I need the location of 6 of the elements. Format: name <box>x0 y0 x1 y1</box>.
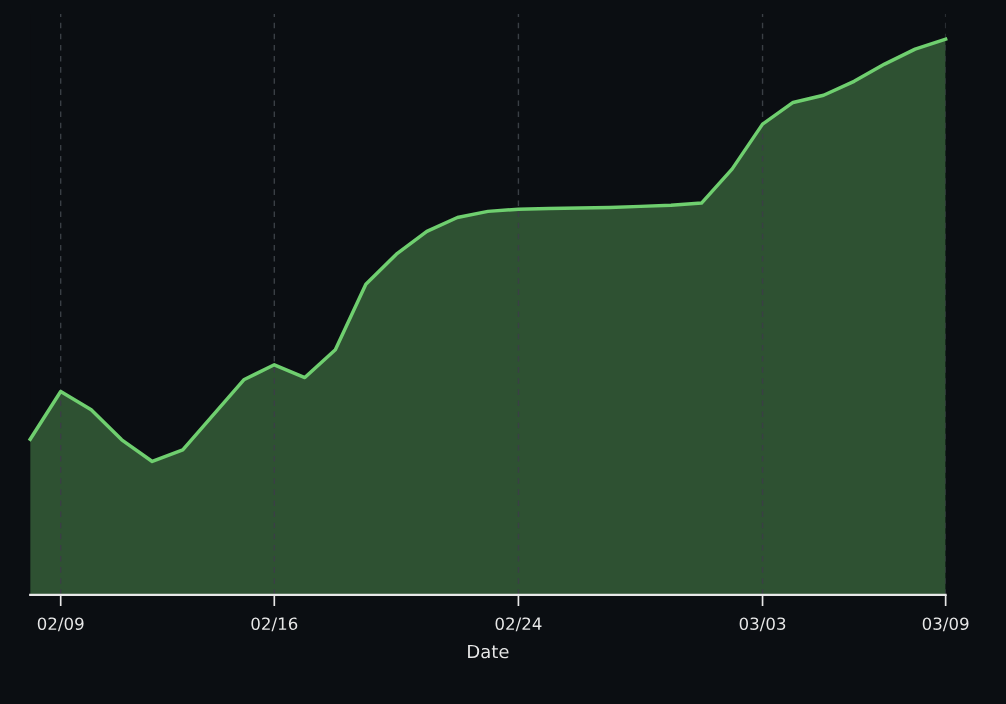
x-axis-title: Date <box>468 644 509 659</box>
x-tick-label: 03/09 <box>922 617 969 632</box>
x-tick-label: 02/09 <box>37 617 84 632</box>
x-tick-label: 02/24 <box>495 617 542 632</box>
x-tick-label: 02/16 <box>251 617 298 632</box>
x-tick-label: 03/03 <box>739 617 786 632</box>
